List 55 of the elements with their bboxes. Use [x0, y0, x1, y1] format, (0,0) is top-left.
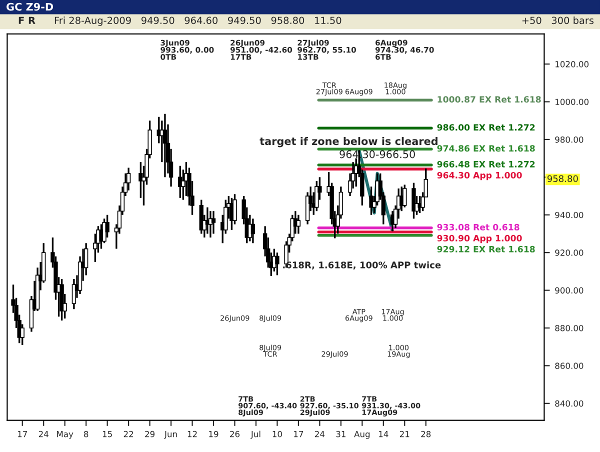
y-tick-label: 920.00 — [555, 250, 584, 256]
x-tick-label: 24 — [315, 430, 325, 438]
y-tick-label: 860.00 — [555, 362, 584, 369]
candlestick — [72, 278, 76, 310]
x-tick-label: 12 — [188, 430, 197, 438]
candlestick — [250, 218, 256, 244]
y-tick-label: 840.00 — [555, 400, 584, 407]
text: F R — [18, 16, 36, 24]
ref-line-label: 930.90 App 1.000 — [437, 234, 522, 244]
x-tick-label: 10 — [272, 430, 282, 438]
ref-line-label: 986.00 EX Ret 1.272 — [437, 124, 535, 131]
candlestick — [402, 184, 407, 208]
candlestick — [296, 214, 301, 235]
x-tick-label: 17 — [294, 431, 304, 438]
x-tick-label: Jun — [164, 431, 177, 439]
candlestick — [211, 210, 216, 235]
ref-line-label: 1000.87 EX Ret 1.618 — [438, 96, 541, 103]
y-tick-label: 880.00 — [555, 324, 584, 332]
ref-line-label: 974.86 EX Ret 1.618 — [437, 145, 535, 152]
candlestick — [162, 112, 168, 178]
ref-line-label: 933.08 Ret 0.618 — [437, 224, 520, 230]
candlestick — [418, 195, 422, 214]
ref-line-label: 966.48 EX Ret 1.272 — [437, 160, 535, 168]
x-tick-label: 31 — [336, 430, 346, 438]
x-tick-label: May — [57, 431, 74, 439]
y-tick-label: 1000.00 — [556, 98, 589, 106]
x-tick-label: 17 — [18, 431, 27, 438]
x-tick-label: 28 — [421, 430, 431, 438]
y-tick-label: 980.00 — [555, 136, 584, 143]
ref-line-label: 929.12 EX Ret 1.618 — [437, 246, 535, 252]
text: +50 300 bars — [522, 16, 594, 24]
y-tick-label: 900.00 — [555, 287, 584, 294]
text: 958.80 — [547, 175, 578, 182]
x-tick-label: 24 — [38, 430, 48, 438]
x-tick-label: 19 — [209, 430, 218, 438]
x-tick-label: 29 — [145, 430, 155, 438]
x-tick-label: 8 — [84, 430, 88, 438]
chart-subtitle: Fri 28-Aug-2009 949.50 964.60 949.50 958.80 11.50 — [54, 16, 342, 26]
x-tick-label: 21 — [400, 430, 410, 438]
x-tick-label: 26 — [230, 430, 240, 438]
x-tick-label: 22 — [124, 430, 134, 438]
chart-title: GC Z9-D — [6, 2, 54, 11]
y-tick-label: 1020.00 — [556, 61, 589, 68]
y-tick-label: 940.00 — [555, 212, 584, 218]
x-tick-label: 14 — [379, 431, 388, 438]
x-tick-label: Jul — [250, 430, 260, 439]
candlestick — [369, 186, 374, 216]
x-tick-label: Aug — [354, 431, 370, 439]
candlestick — [275, 252, 280, 276]
x-tick-label: 15 — [102, 431, 112, 438]
annotation: target if zone below is cleared — [260, 137, 438, 148]
annotation: .618R, 1.618E, 100% APP twice — [283, 261, 441, 270]
candlestick — [314, 180, 319, 212]
ref-line-label: 964.30 App 1.000 — [437, 172, 522, 180]
candlestick — [412, 182, 416, 220]
